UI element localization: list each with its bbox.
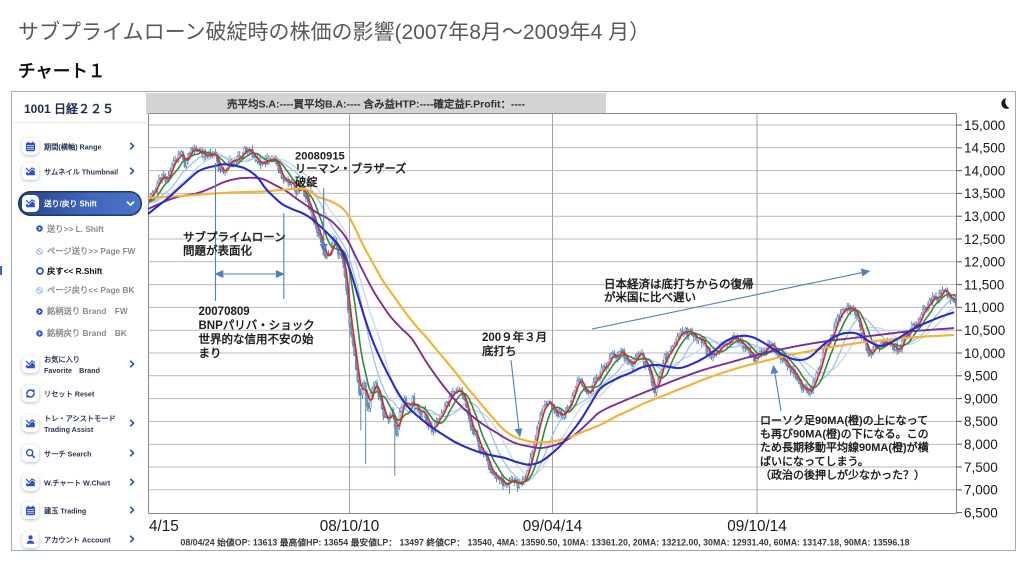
- svg-text:ばいになってしまう。: ばいになってしまう。: [760, 454, 869, 468]
- svg-text:4/15: 4/15: [149, 518, 179, 535]
- svg-text:10,500: 10,500: [964, 323, 1005, 338]
- svg-text:12,500: 12,500: [964, 232, 1005, 247]
- svg-text:7,000: 7,000: [964, 483, 998, 498]
- svg-text:15,000: 15,000: [964, 118, 1005, 133]
- svg-text:12,000: 12,000: [964, 255, 1005, 270]
- svg-text:破綻: 破綻: [295, 175, 318, 189]
- svg-text:20080915: 20080915: [295, 151, 345, 163]
- svg-text:が米国に比べ遅い: が米国に比べ遅い: [604, 290, 696, 304]
- svg-text:ローソク足90MA(橙)の上になって: ローソク足90MA(橙)の上になって: [760, 413, 928, 427]
- svg-text:7,500: 7,500: [964, 460, 998, 475]
- svg-text:まり: まり: [199, 347, 222, 360]
- svg-text:11,500: 11,500: [964, 277, 1004, 292]
- svg-text:13,500: 13,500: [964, 186, 1005, 201]
- svg-text:問題が表面化: 問題が表面化: [183, 244, 252, 258]
- svg-text:13,000: 13,000: [964, 209, 1005, 224]
- svg-text:日本経済は底打ちからの復帰: 日本経済は底打ちからの復帰: [604, 277, 754, 291]
- svg-text:も再び90MA(橙)の下になる。この: も再び90MA(橙)の下になる。この: [760, 427, 929, 441]
- svg-text:08/04/24 始値OP: 13613 最高値HP: 1: 08/04/24 始値OP: 13613 最高値HP: 13654 最安値LP：…: [180, 537, 909, 548]
- svg-text:8,500: 8,500: [964, 414, 998, 429]
- svg-text:底打ち: 底打ち: [482, 344, 517, 358]
- svg-text:リーマン・ブラザーズ: リーマン・ブラザーズ: [295, 162, 406, 176]
- svg-text:09/04/14: 09/04/14: [523, 518, 583, 535]
- svg-text:11,000: 11,000: [964, 300, 1004, 315]
- svg-text:世界的な信用不安の始: 世界的な信用不安の始: [199, 332, 314, 346]
- svg-text:6,500: 6,500: [964, 505, 998, 520]
- svg-text:14,000: 14,000: [964, 163, 1005, 178]
- svg-text:09/10/14: 09/10/14: [727, 518, 787, 535]
- svg-text:ため長期移動平均線90MA(橙)が横: ため長期移動平均線90MA(橙)が横: [760, 440, 930, 454]
- svg-text:（政治の後押しが少なかった？）: （政治の後押しが少なかった？）: [760, 467, 925, 481]
- svg-text:14,500: 14,500: [964, 141, 1005, 156]
- svg-text:9,500: 9,500: [964, 369, 998, 384]
- svg-text:9,000: 9,000: [964, 391, 998, 406]
- svg-text:8,000: 8,000: [964, 437, 998, 452]
- svg-text:200９年３月: 200９年３月: [482, 330, 547, 344]
- svg-text:売平均S.A:----買平均B.A:---- 含み益HTP:: 売平均S.A:----買平均B.A:---- 含み益HTP:----確定益F.P…: [227, 98, 526, 111]
- svg-text:08/10/10: 08/10/10: [320, 518, 380, 535]
- svg-text:BNPパリバ・ショック: BNPパリバ・ショック: [199, 319, 315, 332]
- svg-text:10,000: 10,000: [964, 346, 1005, 361]
- svg-text:20070809: 20070809: [199, 306, 250, 318]
- svg-text:サブプライムローン: サブプライムローン: [183, 230, 286, 244]
